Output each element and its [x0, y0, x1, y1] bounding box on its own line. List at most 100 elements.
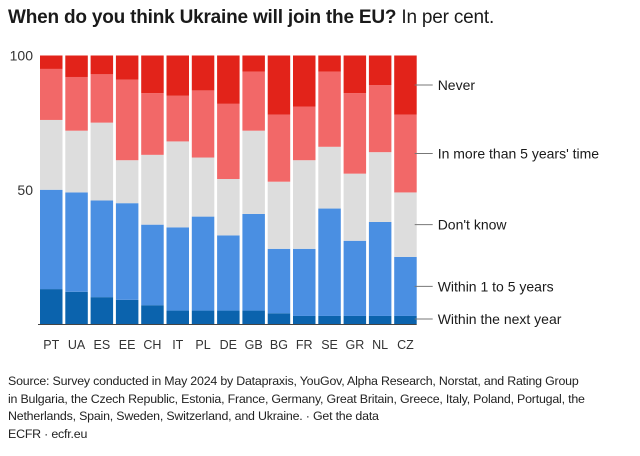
- source-line-3-text: Netherlands, Spain, Sweden, Switzerland,…: [8, 409, 303, 423]
- bar-segment-pl-2: [191, 157, 215, 217]
- legend: Within the next year Within 1 to 5 years D…: [414, 77, 600, 327]
- x-tick-label: GR: [345, 338, 364, 352]
- bar-segment-it-4: [166, 55, 189, 96]
- bar-segment-cz-4: [394, 55, 417, 115]
- bar-segment-ee-0: [115, 299, 139, 324]
- x-tick-label: UA: [68, 338, 86, 352]
- source-line-2: in Bulgaria, the Czech Republic, Estonia…: [8, 391, 585, 406]
- bar-segment-gr-0: [343, 315, 367, 324]
- chart-title-main: When do you think Ukraine will join the …: [8, 7, 397, 28]
- y-tick-label: 50: [17, 182, 33, 198]
- bar-segment-cz-1: [394, 256, 417, 316]
- bar-segment-bg-2: [267, 181, 291, 249]
- bar-segment-gr-3: [343, 93, 367, 174]
- bar-segment-it-2: [166, 141, 189, 228]
- chart-subtitle: In per cent.: [401, 7, 495, 28]
- bar-segment-pt-0: [40, 289, 63, 324]
- bar-segment-nl-2: [368, 152, 392, 222]
- x-axis: PT UA ES EE CH IT PL DE GB BG FR SE GR NL CZ: [38, 324, 417, 352]
- legend-within-next-year: Within the next year: [438, 311, 562, 327]
- bar-segment-bg-3: [267, 114, 291, 182]
- bar-segment-se-2: [318, 146, 341, 209]
- bar-segment-ch-0: [141, 305, 164, 324]
- bar-segment-cz-0: [394, 315, 417, 324]
- bar-segment-gr-1: [343, 240, 367, 316]
- bar-segment-se-1: [318, 208, 341, 316]
- bar-segment-ee-3: [115, 79, 139, 161]
- bar-segment-ee-1: [115, 203, 139, 300]
- bar-segment-nl-0: [368, 315, 392, 324]
- bar-segment-fr-3: [293, 106, 316, 161]
- bar-segment-it-3: [166, 95, 189, 142]
- legend-more-than-5-years: In more than 5 years' time: [438, 146, 600, 162]
- credit: ECFR · ecfr.eu: [8, 426, 88, 441]
- bar-segment-bg-0: [267, 313, 291, 324]
- bar-segment-ee-2: [115, 160, 139, 204]
- bar-segment-pt-2: [40, 119, 63, 190]
- x-tick-label: CZ: [397, 338, 414, 352]
- bar-segment-nl-4: [368, 55, 392, 86]
- stacked-bar-chart: 50 100 PT UA ES EE CH IT PL DE GB BG FR SE GR NL CZ Wit…: [10, 48, 600, 353]
- x-tick-label: DE: [220, 338, 237, 352]
- bar-segment-pt-1: [40, 189, 63, 290]
- legend-within-1-to-5-years: Within 1 to 5 years: [438, 278, 554, 294]
- bar-segment-ua-3: [65, 76, 88, 131]
- x-tick-label: SE: [321, 338, 338, 352]
- bar-segment-es-2: [90, 122, 114, 201]
- bar-segment-gb-0: [242, 310, 265, 324]
- bar-segment-gb-2: [242, 130, 265, 214]
- bar-segment-es-1: [90, 200, 114, 298]
- bar-segment-ua-2: [65, 130, 88, 193]
- bar-segment-es-3: [90, 74, 114, 123]
- bar-segment-cz-2: [394, 192, 417, 257]
- x-tick-label: IT: [172, 338, 183, 352]
- bar-segment-ch-1: [141, 224, 164, 306]
- bar-segment-ch-4: [141, 55, 164, 94]
- bar-segment-nl-1: [368, 221, 392, 316]
- bar-segment-es-4: [90, 55, 114, 75]
- bar-segment-it-0: [166, 310, 189, 324]
- bar-segment-pl-3: [191, 90, 215, 158]
- bar-segment-gb-1: [242, 213, 265, 311]
- y-tick-label: 100: [10, 48, 34, 64]
- separator: ·: [302, 409, 313, 423]
- x-tick-label: EE: [119, 338, 136, 352]
- bar-segment-ch-2: [141, 154, 164, 225]
- x-tick-label: CH: [143, 338, 161, 352]
- x-tick-label: NL: [372, 338, 388, 352]
- bar-segment-pt-4: [40, 55, 63, 69]
- bar-segment-gb-4: [242, 55, 265, 72]
- bar-segment-pl-0: [191, 310, 215, 324]
- bar-segment-gb-3: [242, 71, 265, 131]
- source-line-1: Source: Survey conducted in May 2024 by …: [8, 374, 579, 388]
- bar-segment-gr-4: [343, 55, 367, 94]
- bar-segment-se-0: [318, 315, 341, 324]
- bar-segment-gr-2: [343, 173, 367, 241]
- bar-segment-ua-0: [65, 291, 88, 324]
- bar-segment-de-4: [217, 55, 240, 104]
- bar-segment-es-0: [90, 297, 114, 324]
- bar-segment-ee-4: [115, 55, 139, 80]
- bar-segment-pl-1: [191, 216, 215, 311]
- bar-segment-fr-4: [293, 55, 316, 107]
- bar-segment-se-3: [318, 71, 341, 147]
- bar-segment-pt-3: [40, 68, 63, 120]
- bar-segment-de-0: [217, 310, 240, 324]
- bar-segment-nl-3: [368, 85, 392, 153]
- x-tick-label: ES: [94, 338, 111, 352]
- source-line-3: Netherlands, Spain, Sweden, Switzerland,…: [8, 408, 636, 426]
- x-tick-label: BG: [270, 338, 288, 352]
- x-tick-label: PT: [43, 338, 59, 352]
- x-tick-label: FR: [296, 338, 313, 352]
- bar-segment-de-2: [217, 179, 240, 236]
- bar-segment-fr-0: [293, 315, 316, 324]
- bars-group: [40, 55, 417, 324]
- legend-never: Never: [438, 77, 476, 93]
- bar-segment-fr-1: [293, 248, 316, 316]
- source-note: Source: Survey conducted in May 2024 by …: [8, 373, 636, 443]
- bar-segment-ua-4: [65, 55, 88, 77]
- bar-segment-se-4: [318, 55, 341, 72]
- get-the-data-link[interactable]: Get the data: [312, 409, 379, 423]
- bar-segment-bg-1: [267, 248, 291, 314]
- legend-dont-know: Don't know: [438, 217, 508, 233]
